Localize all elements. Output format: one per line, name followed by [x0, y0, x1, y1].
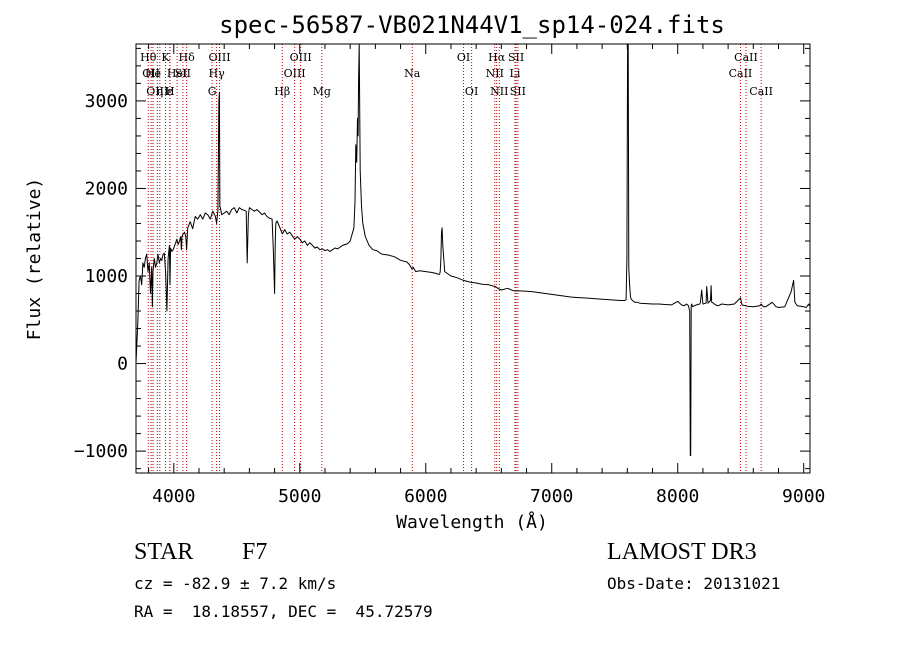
- x-tick-label: 6000: [404, 486, 447, 507]
- x-tick-label: 5000: [278, 486, 321, 507]
- line-marker-label: CaII: [749, 85, 773, 98]
- line-marker-label: OIII: [146, 85, 168, 98]
- line-marker-label: OI: [465, 85, 478, 98]
- redshift-value: cz = -82.9 ± 7.2 km/s: [134, 574, 337, 593]
- line-marker-label: NII: [490, 85, 508, 98]
- y-tick-label: 0: [117, 354, 128, 375]
- line-marker-label: He: [145, 67, 161, 80]
- line-marker-label: Hβ: [274, 85, 290, 98]
- observation-date: Obs-Date: 20131021: [607, 574, 781, 593]
- object-class: STAR: [134, 539, 194, 565]
- line-marker-label: HeI: [167, 67, 187, 80]
- x-axis-ticks: 4000 5000 6000 7000 8000 9000: [148, 44, 825, 507]
- line-marker-label: ε: [167, 85, 173, 98]
- line-marker-label: Mg: [313, 85, 331, 98]
- x-axis-label: Wavelength (Å): [396, 511, 548, 533]
- line-marker-label: Hθ: [140, 51, 157, 64]
- line-marker-label: Hγ: [209, 67, 226, 80]
- y-axis-label: Flux (relative): [24, 178, 45, 341]
- survey-name: LAMOST DR3: [607, 539, 757, 565]
- emission-line-labels: HθOIIHeOIIIηKHεHeISIIHδGHγOIIIHβOIIIOIII…: [140, 51, 773, 98]
- x-tick-label: 4000: [152, 486, 195, 507]
- line-marker-label: η: [157, 85, 164, 98]
- line-marker-label: CaII: [729, 67, 753, 80]
- line-marker-label: SII: [510, 85, 526, 98]
- line-marker-label: SII: [175, 67, 191, 80]
- line-marker-label: Li: [510, 67, 521, 80]
- y-tick-label: −1000: [74, 441, 128, 462]
- y-tick-label: 3000: [85, 91, 128, 112]
- line-marker-label: SII: [508, 51, 524, 64]
- line-marker-label: Na: [404, 67, 421, 80]
- line-marker-label: H: [165, 85, 175, 98]
- y-tick-label: 2000: [85, 178, 128, 199]
- line-marker-label: NII: [486, 67, 504, 80]
- x-tick-label: 7000: [530, 486, 573, 507]
- line-marker-label: OIII: [290, 51, 312, 64]
- chart-title: spec-56587-VB021N44V1_sp14-024.fits: [219, 11, 725, 39]
- line-marker-label: OIII: [208, 51, 230, 64]
- line-marker-label: OIII: [284, 67, 306, 80]
- object-subclass: F7: [242, 539, 268, 565]
- spectrum-line: [135, 43, 811, 456]
- y-axis-ticks: −1000 0 1000 2000 3000: [74, 47, 810, 470]
- line-marker-label: CaII: [734, 51, 758, 64]
- y-tick-label: 1000: [85, 266, 128, 287]
- line-marker-label: OI: [457, 51, 470, 64]
- line-marker-label: K: [161, 51, 170, 64]
- line-marker-label: OII: [142, 67, 160, 80]
- emission-line-markers: [147, 44, 762, 473]
- coordinates: RA = 18.18557, DEC = 45.72579: [134, 602, 433, 621]
- line-marker-label: Hδ: [179, 51, 196, 64]
- x-tick-label: 9000: [782, 486, 825, 507]
- plot-frame: [135, 43, 811, 474]
- line-marker-label: Hα: [488, 51, 506, 64]
- line-marker-label: G: [208, 85, 217, 98]
- x-tick-label: 8000: [656, 486, 699, 507]
